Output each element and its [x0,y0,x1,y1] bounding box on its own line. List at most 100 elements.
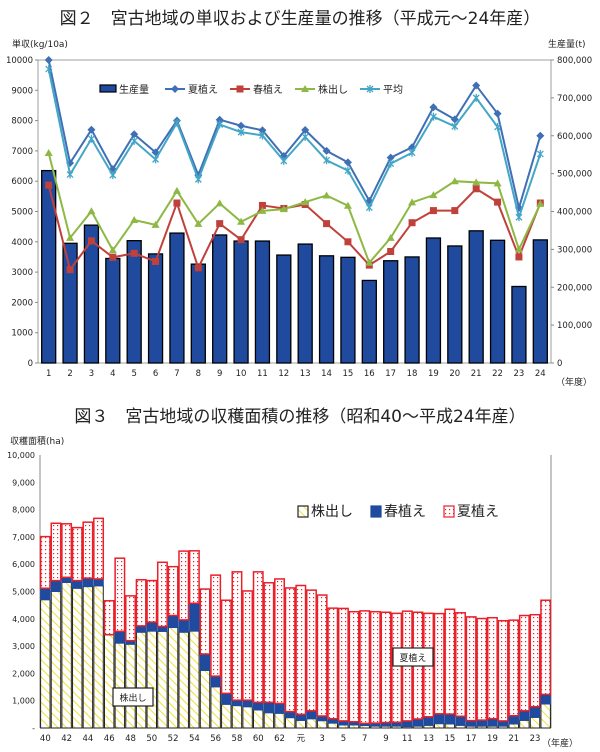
chart1-point-3 [301,132,309,141]
chart1-x-tick-label: 7 [174,369,179,379]
chart1-point-1 [494,198,502,206]
chart2-bar-segment-summer [61,523,73,579]
chart2-bar-segment-spring [402,720,413,728]
chart2-y-tick-label: - [32,724,35,733]
chart1-bar-production [447,245,463,364]
chart1-point-0 [301,125,310,134]
chart1-point-3 [87,134,95,143]
chart1-right-axis-label: 生産量(t) [548,38,586,50]
chart2-bar-segment-kabudashi [295,719,307,729]
chart1-point-2 [108,246,117,254]
chart1-point-3 [173,118,181,127]
chart1-x-tick-label: 23 [514,369,525,379]
chart2-legend: 株出し 春植え 夏植え [297,504,499,520]
legend-marker-1 [236,85,244,93]
chart1-point-0 [536,131,545,140]
chart2-bar-segment-kabudashi [316,720,328,729]
chart2-bar-segment-spring [50,580,62,593]
chart2-bar-segment-kabudashi [61,581,72,729]
chart1-bar-production [83,224,100,364]
chart1-x-tick-label: 21 [471,369,482,379]
chart1-point-2 [215,199,224,207]
chart2-x-tick-label: 11 [402,734,413,744]
annotation-box-kabudashi [112,687,154,707]
chart2-bar-segment-spring [61,576,72,583]
chart2-bar-segment-kabudashi [529,716,541,729]
chart1-bar-production [511,285,527,364]
chart1-point-2 [258,206,267,214]
legend-label-0: 夏植え [188,83,218,96]
chart1-point-1 [429,207,437,215]
chart2-bar-segment-kabudashi [50,591,62,729]
chart1-x-tick-label: 22 [492,369,503,379]
chart1-point-1 [258,201,266,209]
chart2-bar-segment-kabudashi [157,630,168,729]
chart1-point-2 [237,217,246,225]
chart1-bar-production [212,234,228,364]
legend-swatch-1 [370,505,382,518]
chart1-left-tick-label: 10000 [6,56,33,66]
annotation-kabudashi: 株出し [119,692,146,704]
chart2-bar-segment-kabudashi [82,586,94,729]
chart2-x-tick-label: 60 [253,734,264,744]
chart2-bar-segment-spring [167,615,179,629]
chart2-bar-segment-spring [412,718,424,727]
legend-swatch-production [99,84,117,93]
chart1-right-tick-label: 100,000 [557,321,592,331]
chart1-point-3 [365,203,373,212]
chart2-bar-segment-summer [486,616,498,720]
chart1-point-1 [130,249,138,257]
chart2-bar-segment-summer [252,571,264,704]
chart1-bar-production [169,232,185,364]
chart1-x-tick-label: 2 [67,369,72,379]
chart2-bar-segment-summer [93,517,105,580]
chart1-right-tick-label: 500,000 [557,170,592,180]
chart2-bar-segment-spring [253,701,264,711]
chart2-bar-segment-summer [433,612,445,715]
chart2-bar-segment-spring [444,713,456,725]
chart2-y-tick-label: 1,000 [12,697,35,706]
chart2-bar-segment-spring [135,625,147,633]
chart1-bar-production [532,239,548,364]
chart1-point-1 [237,236,245,244]
chart1-bar-production [383,260,399,364]
chart2-x-tick-label: 44 [82,734,93,744]
legend-label-1: 春植え [384,504,426,520]
chart1-point-3 [408,148,416,157]
chart1-line-2 [47,152,542,265]
chart1-point-2 [194,219,203,227]
chart2-bar-segment-spring [263,701,275,714]
chart1-bar-production [489,239,506,364]
chart1-point-3 [515,213,523,222]
legend-label-3: 平均 [383,84,403,96]
chart1-point-1 [87,237,95,245]
chart1-right-tick-label: 600,000 [557,132,592,142]
chart2-bar-segment-summer [327,607,339,720]
chart2-bar-segment-summer [156,561,168,628]
chart2-x-tick-label: 23 [530,734,541,744]
chart2-bar-segment-spring [476,719,488,727]
chart1-right-tick-label: 800,000 [557,56,592,66]
chart2-bar-segment-spring [306,710,317,720]
chart1-x-tick-label: 18 [407,369,418,379]
chart2-bar-segment-summer [540,599,552,696]
chart1-plot: 0100020003000400050006000700080009000100… [6,56,592,379]
chart2-y-tick-label: 8,000 [12,506,35,515]
chart1-point-1 [387,247,395,255]
chart2-bar-segment-kabudashi [508,723,519,729]
chart1-point-2 [130,215,139,223]
chart2-x-tick-label: 17 [466,734,477,744]
chart2-bar-segment-summer [114,557,126,633]
chart2-bar-segment-kabudashi [135,631,147,729]
chart2-x-axis-label: （年産） [542,737,578,749]
chart1-point-3 [194,175,202,184]
chart2-x-tick-label: 元 [297,734,306,744]
chart2-bar-segment-summer [316,594,328,717]
chart1-left-tick-label: 2000 [11,298,33,308]
chart1-point-0 [343,158,352,167]
chart2-bar-segment-spring [455,715,466,726]
chart2-bar-segment-kabudashi [242,706,253,729]
chart2-bar-segment-kabudashi [274,712,285,729]
chart2-bar-segment-kabudashi [93,585,104,729]
chart1-x-tick-label: 4 [110,369,115,379]
